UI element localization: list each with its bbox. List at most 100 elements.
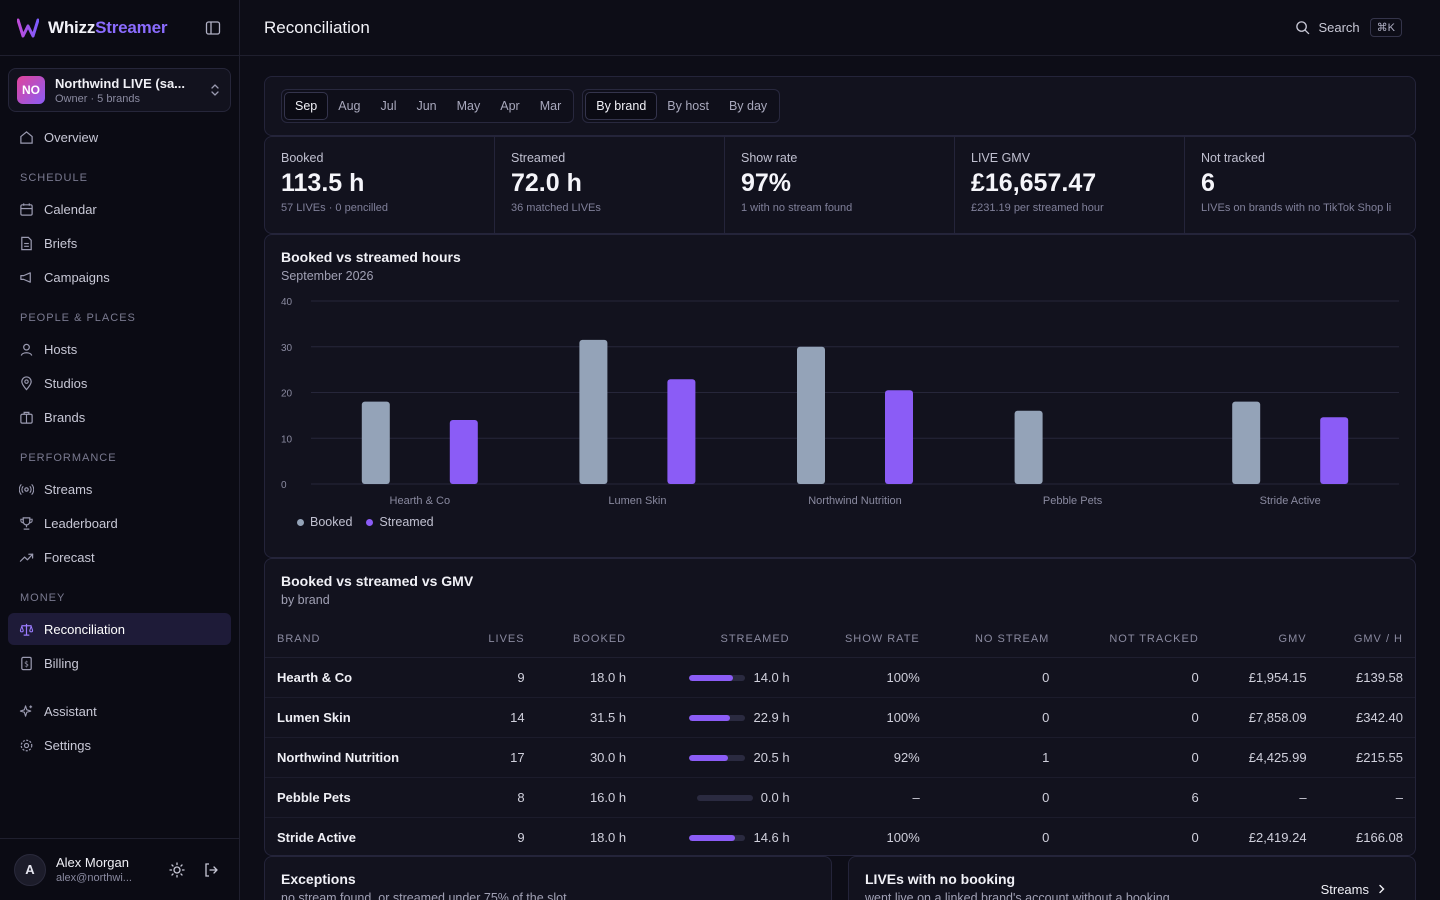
bar-booked-0[interactable] [361,401,390,484]
theme-toggle-sun-icon[interactable] [163,856,191,884]
cell-lives: 14 [457,697,537,738]
table-row[interactable]: Pebble Pets 8 16.0 h 0.0 h –0 6– – [265,777,1415,818]
bar-booked-4[interactable] [1232,401,1261,484]
progress-track [689,674,746,681]
stat-sub: 57 LIVEs · 0 pencilled [281,202,389,214]
nav-settings[interactable]: Settings [8,729,231,761]
exceptions-title: Exceptions [281,871,356,887]
month-tab-may[interactable]: May [456,99,481,113]
nav-overview[interactable]: Overview [8,121,231,153]
column-header[interactable]: LIVES [457,621,537,658]
y-tick-label: 30 [281,343,293,354]
home-icon [18,129,34,145]
legend-item-booked: Booked [297,515,352,529]
sidebar-toggle-icon[interactable] [203,18,223,38]
brand-table: BRAND LIVES BOOKED STREAMED SHOW RATE NO STRE… [265,621,1415,855]
nav-assistant[interactable]: Assistant [8,695,231,727]
logo-w-icon [16,16,40,40]
nav-section-money: MONEY [20,592,66,604]
group-tab-by-host[interactable]: By host [667,99,709,113]
stat-streamed: Streamed 72.0 h 36 matched LIVEs [495,137,725,233]
bar-booked-1[interactable] [579,339,608,484]
table-row[interactable]: Northwind Nutrition 17 30.0 h 20.5 h 92% 1 0 £4… [265,737,1415,778]
nav-billing[interactable]: $ Billing [8,647,231,679]
y-tick-label: 10 [281,434,293,445]
nav-reconciliation[interactable]: Reconciliation [8,613,231,645]
streams-link[interactable]: Streams [1321,877,1387,900]
cell-streamed: 14.0 h [638,657,802,698]
month-tab-aug[interactable]: Aug [338,99,361,113]
column-header[interactable]: BOOKED [536,621,639,658]
month-tab-jul[interactable]: Jul [380,99,397,113]
stat-live-gmv: LIVE GMV £16,657.47 £231.19 per streamed h… [955,137,1185,233]
column-header[interactable]: NO STREAM [931,621,1062,658]
progress-fill [689,674,734,681]
month-tab-jun[interactable]: Jun [416,99,437,113]
streamed-value: 14.6 h [753,830,790,846]
chart-legend: Booked Streamed [297,515,448,529]
megaphone-icon [18,269,34,285]
nav-studios[interactable]: Studios [8,367,231,399]
svg-text:$: $ [24,659,29,668]
cell-gmv: £2,419.24 [1210,817,1319,855]
nav-campaigns[interactable]: Campaigns [8,261,231,293]
column-header[interactable]: STREAMED [638,621,802,658]
column-header[interactable]: BRAND [265,621,458,658]
search-button[interactable]: Search ⌘K [1295,18,1402,37]
column-header[interactable]: GMV / H [1318,621,1415,658]
no-booking-card: LIVEs with no booking went live on a lin… [848,856,1416,900]
chart-title: Booked vs streamed hours [281,249,461,265]
nav-streams[interactable]: Streams [8,473,231,505]
y-tick-label: 0 [281,480,287,491]
x-tick-label: Stride Active [1260,495,1321,507]
month-tab-apr[interactable]: Apr [500,99,520,113]
month-tab-sep[interactable]: Sep [284,92,329,120]
cell-show-rate: 100% [801,697,932,738]
avatar[interactable]: A [14,853,46,886]
logout-icon[interactable] [197,856,225,884]
table-row[interactable]: Stride Active 9 18.0 h 14.6 h 100% 0 0 £2,419.2… [265,817,1415,855]
nav-calendar[interactable]: Calendar [8,193,231,225]
nav-briefs[interactable]: Briefs [8,227,231,259]
stat-value: 113.5 h [281,169,365,197]
table-row[interactable]: Lumen Skin 14 31.5 h 22.9 h 100% 0 0 £7,858.09 £… [265,697,1415,738]
streamed-value: 14.0 h [753,670,790,686]
bar-streamed-1[interactable] [667,379,696,484]
table-row[interactable]: Hearth & Co 9 18.0 h 14.0 h 100% 0 0 £1,954.15 £… [265,657,1415,698]
cell-streamed: 20.5 h [638,737,802,778]
nav-leaderboard[interactable]: Leaderboard [8,507,231,539]
cell-lives: 8 [457,777,537,818]
column-header[interactable]: GMV [1210,621,1319,658]
streamed-value: 20.5 h [753,750,790,766]
stat-label: LIVE GMV [971,151,1031,165]
nav-forecast[interactable]: Forecast [8,541,231,573]
workspace-switcher[interactable]: NO Northwind LIVE (sa... Owner · 5 brand… [8,68,231,112]
cell-gmv: £1,954.15 [1210,657,1319,698]
bar-streamed-4[interactable] [1320,417,1349,484]
month-tab-mar[interactable]: Mar [539,99,562,113]
stat-not-tracked: Not tracked 6 LIVEs on brands with no TikT… [1185,137,1415,233]
table-title: Booked vs streamed vs GMV [281,573,474,589]
cell-brand: Hearth & Co [265,657,458,698]
bar-booked-2[interactable] [797,346,825,484]
cell-no-stream: 0 [931,657,1062,698]
column-header[interactable]: NOT TRACKED [1061,621,1211,658]
bar-streamed-0[interactable] [449,419,478,484]
user-email: alex@northwi... [56,872,132,884]
group-tab-by-day[interactable]: By day [728,99,768,113]
bar-streamed-2[interactable] [885,390,913,484]
legend-label: Streamed [379,515,434,529]
nav-brands[interactable]: Brands [8,401,231,433]
cell-gmv: £7,858.09 [1210,697,1319,738]
cell-gmv-h: £342.40 [1318,697,1415,738]
bar-booked-3[interactable] [1014,410,1043,484]
column-header[interactable]: SHOW RATE [801,621,932,658]
progress-fill [689,754,728,761]
chart-card: Booked vs streamed hours September 2026 … [264,234,1416,558]
stat-label: Streamed [511,151,566,165]
nav-hosts[interactable]: Hosts [8,333,231,365]
no-booking-subtitle: went live on a linked brand's account wi… [865,891,1170,900]
streamed-value: 0.0 h [760,790,790,806]
broadcast-icon [18,481,34,497]
group-tab-by-brand[interactable]: By brand [585,92,658,120]
